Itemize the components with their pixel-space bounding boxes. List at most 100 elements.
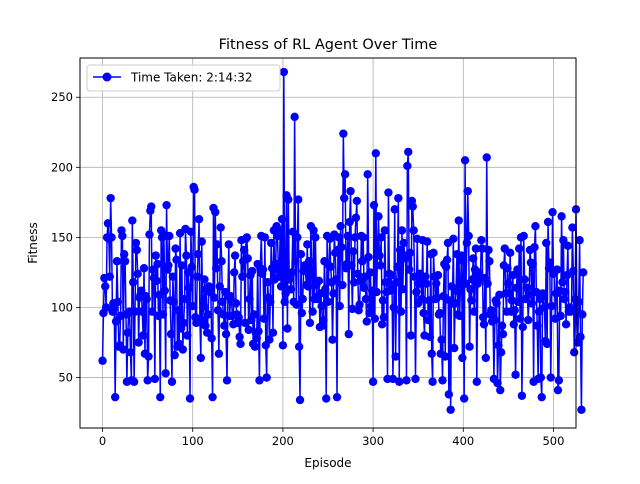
data-point xyxy=(138,307,147,316)
data-point xyxy=(548,207,557,217)
data-point xyxy=(260,233,270,242)
y-tick-label: 250 xyxy=(51,90,73,104)
data-point xyxy=(528,259,537,269)
data-point xyxy=(194,214,204,224)
data-point xyxy=(419,308,428,318)
data-point xyxy=(389,303,399,312)
data-point xyxy=(130,307,140,316)
data-point xyxy=(504,279,513,288)
data-point xyxy=(463,186,472,196)
data-point xyxy=(235,332,244,342)
data-point xyxy=(393,262,402,272)
data-point xyxy=(263,278,272,287)
data-point xyxy=(391,352,400,361)
data-point xyxy=(196,353,206,363)
data-point xyxy=(218,297,227,307)
data-point xyxy=(350,233,360,242)
data-point xyxy=(505,289,514,298)
data-point xyxy=(554,376,564,385)
data-point xyxy=(337,243,346,252)
data-point xyxy=(546,373,555,382)
data-point xyxy=(119,250,129,259)
data-point xyxy=(483,279,492,288)
data-point xyxy=(539,292,548,301)
data-point xyxy=(151,251,160,260)
data-point xyxy=(386,271,396,280)
data-point xyxy=(268,328,278,337)
data-point xyxy=(170,350,179,360)
data-point xyxy=(497,321,507,330)
data-point xyxy=(359,283,369,293)
data-point xyxy=(255,376,264,385)
data-point xyxy=(404,265,414,274)
data-point xyxy=(174,306,183,315)
data-point xyxy=(484,245,493,255)
data-point xyxy=(558,278,567,287)
data-point xyxy=(179,318,188,328)
data-point xyxy=(487,306,496,315)
data-point xyxy=(287,268,297,277)
data-point xyxy=(322,394,331,403)
data-point xyxy=(450,343,459,353)
data-point xyxy=(148,265,158,274)
legend: Time Taken: 2:14:32 xyxy=(86,64,281,92)
data-point xyxy=(166,329,176,339)
data-point xyxy=(290,112,299,122)
data-point xyxy=(113,297,123,307)
data-point xyxy=(543,217,553,227)
data-point xyxy=(236,339,245,349)
data-point xyxy=(530,243,539,252)
data-point xyxy=(200,275,209,284)
data-point xyxy=(101,282,110,291)
legend-label: Time Taken: 2:14:32 xyxy=(130,71,253,85)
data-point xyxy=(477,236,486,245)
axis-ticks: 0 100 200 300 400 500 50 100 150 200 250 xyxy=(51,90,564,448)
data-point xyxy=(370,314,380,323)
data-point xyxy=(402,376,411,385)
data-point xyxy=(201,321,210,330)
data-point xyxy=(557,212,566,221)
data-point xyxy=(238,272,247,281)
data-point xyxy=(362,317,371,326)
data-point xyxy=(326,262,335,272)
data-point xyxy=(514,244,524,253)
data-point xyxy=(561,320,571,329)
data-point xyxy=(540,303,549,312)
data-point xyxy=(435,308,445,318)
data-point xyxy=(552,265,562,274)
data-point xyxy=(112,257,122,266)
data-point xyxy=(361,294,371,304)
data-point xyxy=(343,231,353,241)
data-point xyxy=(106,193,115,203)
data-point xyxy=(401,254,410,263)
data-point xyxy=(239,245,249,255)
data-point xyxy=(217,257,226,266)
data-point xyxy=(147,202,156,211)
data-point xyxy=(441,352,450,361)
data-point xyxy=(186,227,196,236)
data-point xyxy=(317,301,326,311)
data-point xyxy=(216,223,225,232)
data-point xyxy=(438,376,447,385)
data-point xyxy=(454,216,463,225)
data-point xyxy=(412,287,421,297)
data-point xyxy=(215,282,224,291)
data-point xyxy=(472,377,481,386)
data-point xyxy=(197,237,206,246)
data-point xyxy=(245,294,254,304)
data-point xyxy=(376,261,385,270)
data-point xyxy=(219,310,228,319)
data-point xyxy=(441,262,451,272)
data-point xyxy=(468,254,478,263)
data-point xyxy=(119,345,128,354)
data-point xyxy=(408,202,417,211)
data-point xyxy=(296,250,306,259)
data-point xyxy=(120,257,130,266)
data-point xyxy=(518,322,527,332)
data-point xyxy=(458,353,467,363)
data-point xyxy=(411,374,420,384)
data-point xyxy=(493,378,502,388)
data-point xyxy=(221,329,231,339)
data-point xyxy=(553,385,563,395)
data-point xyxy=(358,257,367,266)
